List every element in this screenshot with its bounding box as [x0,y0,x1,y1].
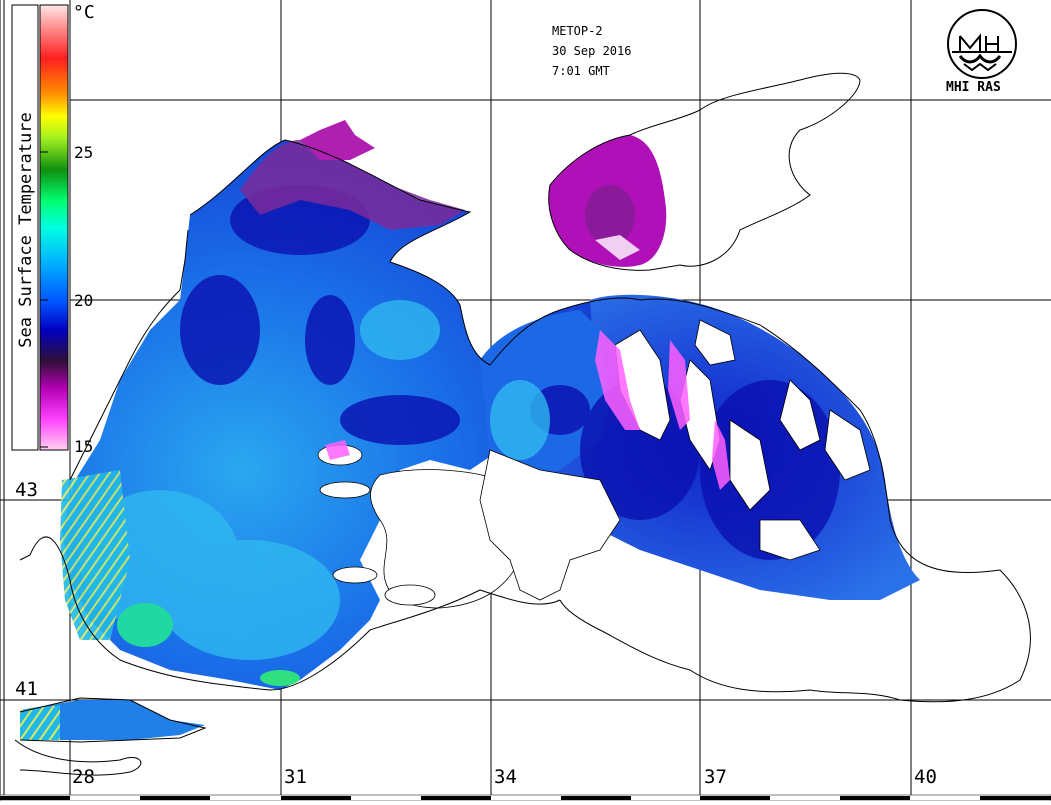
lat-label-41: 41 [15,678,38,700]
colorbar-gradient [40,5,68,450]
colorbar-tick-15: 15 [74,437,94,456]
lon-label-37: 37 [704,766,727,788]
colorbar-tick-25: 25 [74,143,94,162]
warm-spot [117,603,173,647]
west-coast-stripes [60,470,130,640]
image-date: 30 Sep 2016 [552,44,632,58]
colorbar-title: Sea Surface Temperature [12,90,40,370]
colorbar-title-text: Sea Surface Temperature [16,112,36,348]
cloud-mask [317,319,871,609]
lon-label-34: 34 [494,766,517,788]
lat-label-43: 43 [15,479,38,501]
bottom-ruler [0,794,1051,802]
lon-label-31: 31 [284,766,307,788]
warm-coast [260,670,300,686]
logo-text: MHI RAS [946,80,1001,95]
colorbar-frame [39,4,69,451]
nw-shelf-cold [240,140,465,230]
cloud-edges [325,330,730,490]
colorbar-unit: °C [73,2,95,23]
mhi-ras-logo-icon [947,9,1017,79]
colorbar-ticks [40,151,48,448]
colorbar-tick-20: 20 [74,291,94,310]
marmara-sea [20,700,205,740]
image-time: 7:01 GMT [552,64,610,78]
coastline [14,72,1031,776]
colorbar-label-panel [11,4,39,451]
lon-label-40: 40 [914,766,937,788]
satellite-name: METOP-2 [552,24,603,38]
left-ruler [0,0,5,801]
lon-label-28: 28 [72,766,95,788]
